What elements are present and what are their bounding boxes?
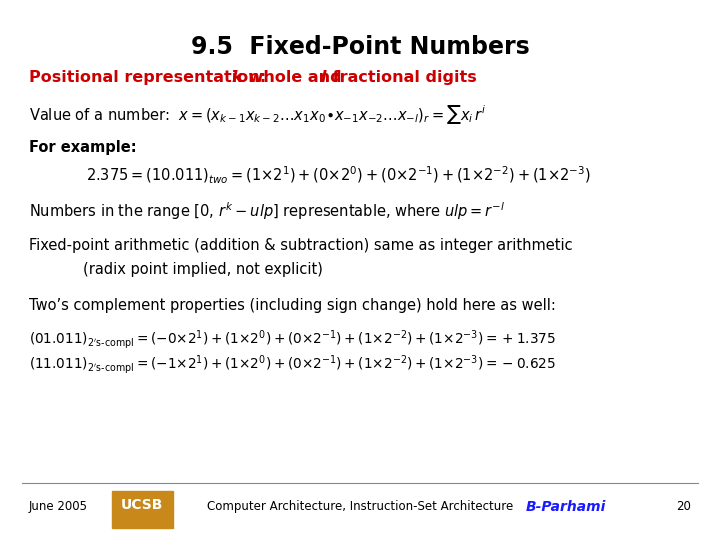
Text: Fixed-point arithmetic (addition & subtraction) same as integer arithmetic: Fixed-point arithmetic (addition & subtr… — [29, 238, 572, 253]
Text: (radix point implied, not explicit): (radix point implied, not explicit) — [83, 262, 323, 277]
Text: Two’s complement properties (including sign change) hold here as well:: Two’s complement properties (including s… — [29, 298, 556, 313]
Text: Numbers in the range $[0,\, r^k - ulp]$ representable, where $ulp = r^{-l}$: Numbers in the range $[0,\, r^k - ulp]$ … — [29, 200, 505, 221]
Text: B-Parhami: B-Parhami — [526, 500, 606, 514]
Text: 20: 20 — [676, 500, 691, 513]
Text: fractional digits: fractional digits — [327, 70, 477, 85]
Text: 9.5  Fixed-Point Numbers: 9.5 Fixed-Point Numbers — [191, 35, 529, 59]
Text: k: k — [232, 70, 243, 85]
Text: Value of a number:  $x = (x_{k-1}x_{k-2}\ldots x_1x_0{\bullet}x_{-1}x_{-2}\ldots: Value of a number: $x = (x_{k-1}x_{k-2}\… — [29, 103, 486, 126]
Text: $2.375 = (10.011)_{two} = (1{\times}2^1) + (0{\times}2^0) + (0{\times}2^{-1}) + : $2.375 = (10.011)_{two} = (1{\times}2^1)… — [86, 165, 591, 186]
Text: whole and: whole and — [243, 70, 348, 85]
Text: $(01.011)_{2\mathsf{'s\text{-}compl}} = (-0{\times}2^1) + (1{\times}2^0) + (0{\t: $(01.011)_{2\mathsf{'s\text{-}compl}} = … — [29, 328, 556, 351]
Text: For example:: For example: — [29, 140, 136, 156]
FancyBboxPatch shape — [112, 491, 173, 528]
Text: June 2005: June 2005 — [29, 500, 88, 513]
Text: l: l — [320, 70, 326, 85]
Text: UCSB: UCSB — [121, 498, 163, 512]
Text: $(11.011)_{2\mathsf{'s\text{-}compl}} = (-1{\times}2^1) + (1{\times}2^0) + (0{\t: $(11.011)_{2\mathsf{'s\text{-}compl}} = … — [29, 353, 556, 375]
Text: Computer Architecture, Instruction-Set Architecture: Computer Architecture, Instruction-Set A… — [207, 500, 513, 513]
Text: Positional representation:: Positional representation: — [29, 70, 271, 85]
